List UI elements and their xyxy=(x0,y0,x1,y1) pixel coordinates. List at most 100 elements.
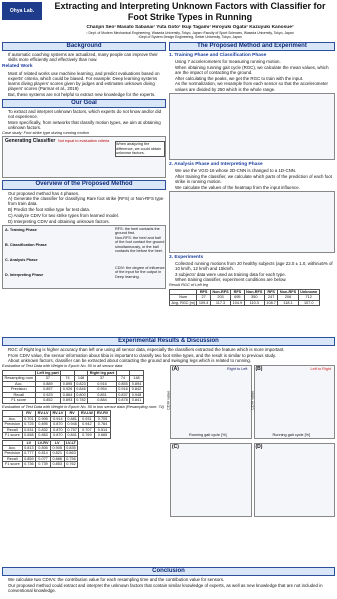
results-body: Evaluation of Test Data with Weight in E… xyxy=(2,364,335,518)
table: Left leg part Right leg part Resampling nu… xyxy=(2,369,144,404)
cell: 0.832 xyxy=(35,426,51,434)
cell: 0.884 xyxy=(87,397,117,404)
bullet-list: We calculate two CDIVs: the contribution… xyxy=(2,577,335,593)
header-cell: LV-LT xyxy=(63,439,79,447)
caption: Result RGC of Left leg xyxy=(169,282,208,288)
cell: 0.905 xyxy=(50,444,65,452)
header-cell: LV-RV xyxy=(35,439,51,447)
cell: 0.658 xyxy=(21,432,37,439)
cell: 0.870 xyxy=(49,432,66,439)
axis-label: Running gait cycle [%] xyxy=(189,432,227,437)
table-header: RV RV-LV RV-LV RV RV-LW RV-RV xyxy=(2,410,111,417)
chart-panel: (C) xyxy=(170,443,252,518)
table-header: LV LV-RV LV LV-LT xyxy=(2,439,79,447)
header-cell: RV-LV xyxy=(49,410,66,417)
affiliation: ¹ Dept. of Modern Mechanical Engineering… xyxy=(86,31,294,35)
charts: (A) CDIV value Running gait cycle [%] Right… xyxy=(166,364,335,518)
phase-label: C. Analysis Phase xyxy=(5,257,38,262)
cell: 0.705 xyxy=(94,415,111,423)
cell: 0.948 xyxy=(129,391,144,399)
cell: Num xyxy=(169,294,198,301)
figure-label: Not equal to evaluation criteria xyxy=(58,139,110,144)
table: RV RV-LV RV-LV RV RV-LW RV-RV Acc. 0.701 0.905 0.… xyxy=(2,410,111,439)
table: LV LV-RV LV LV-LT Acc. 0.813 0.806 0.905 0.835 Pr… xyxy=(2,439,79,468)
header-cell: RV-RV xyxy=(94,410,111,417)
cell: 0.842 xyxy=(129,386,144,393)
cell: 0.870 xyxy=(49,421,66,428)
cell: Recall xyxy=(2,426,23,434)
bullet-list: To extract and interpret unknown factors… xyxy=(2,109,166,130)
bullet: But, these systems are not helpful to ex… xyxy=(8,92,166,97)
cell: 0.800 xyxy=(73,391,89,399)
cell: 0.841 xyxy=(64,432,80,439)
phase-label: A. Training Phase xyxy=(5,227,37,232)
caption: Case study: Foot strike type during runn… xyxy=(2,129,89,135)
cell: 0.077 xyxy=(35,455,51,463)
cell: 0.905 xyxy=(35,415,51,423)
cell: 0.863 xyxy=(63,450,79,457)
cell: F1 score xyxy=(2,397,36,404)
bullet: From CDIV value, the sensor information … xyxy=(8,353,335,358)
cell: 0.893 xyxy=(60,397,75,404)
table-header: RFS Non-RFS RFS Non-RFS RFS Non-RFS Unknown xyxy=(169,288,320,296)
bullet: C) Analyze CDIV for two strike types fro… xyxy=(8,213,166,218)
cell: Resampling num xyxy=(2,375,36,382)
bullet: When training classifier, experiment con… xyxy=(175,277,335,282)
cell: Acc. xyxy=(2,444,23,452)
cell: 0.736 xyxy=(21,461,37,468)
cell: 118.1 xyxy=(277,299,299,307)
axis-label: CDIV value xyxy=(249,390,254,410)
cell: 0.846 xyxy=(73,386,89,393)
results: Experimental Results & DiscussionRGC of … xyxy=(2,335,335,565)
cell: 206 xyxy=(277,294,299,301)
table-row: Recall 0.859 0.077 0.886 0.756 xyxy=(2,455,79,463)
cell: 0.764 xyxy=(94,421,111,428)
cell: 0.870 xyxy=(49,426,66,434)
bullet: Most of related works use machine learni… xyxy=(8,71,166,92)
cell: 0.886 xyxy=(50,455,65,463)
bullet: To extract and interpret unknown factors… xyxy=(8,109,166,119)
cell: 0.878 xyxy=(115,397,131,404)
cell: 0.954 xyxy=(87,386,117,393)
panel-label: (B) xyxy=(255,366,263,373)
bullet-list: Using 7 accelerometers for measuring run… xyxy=(169,59,335,92)
bullet: After calculating the peaks, we get the … xyxy=(175,76,335,81)
cell: 0.916 xyxy=(87,380,117,388)
bullet-list: Most of related works use machine learni… xyxy=(2,71,166,97)
bullet-list: RGC of Right leg is higher accuracy than… xyxy=(2,347,335,364)
cell: 0.894 xyxy=(129,380,144,388)
cell: 104.9 xyxy=(230,299,245,307)
cell: 0.756 xyxy=(63,455,79,463)
cell: 0.946 xyxy=(64,421,80,428)
note: Non-RFS: the heel and ball of the foot c… xyxy=(115,235,165,254)
cell: 0.665 xyxy=(94,432,111,439)
cell: 0.806 xyxy=(35,444,51,452)
section-heading: 1. Training Phase and Classification Pha… xyxy=(169,53,267,59)
cell: 0.837 xyxy=(115,391,131,399)
bullet: We calculate the values of the heatmap f… xyxy=(175,185,335,190)
cell: 0.782 xyxy=(73,397,89,404)
table-row: Acc. 0.889 0.895 0.823 0.916 0.855 0.894 xyxy=(2,380,144,388)
cell: 203 xyxy=(209,294,232,301)
note: CDIV: the degree of influence of the inp… xyxy=(115,265,165,279)
cell: 0.852 xyxy=(34,397,62,404)
bullet: A) Generate the classifier for classifyi… xyxy=(8,196,166,206)
table-row: Precision 0.725 0.895 0.870 0.946 0.942 0.764 xyxy=(2,421,111,428)
cell: F1 score xyxy=(2,432,23,439)
section-heading: 2. Analysis Phase and Interpreting Phase xyxy=(169,161,263,167)
table-row: Precision 0.777 0.814 0.821 0.863 xyxy=(2,450,79,457)
caption: Evaluation of Test Data with Weight in E… xyxy=(2,403,164,409)
header-cell: RV-LV xyxy=(35,410,51,417)
cell: 0.895 xyxy=(35,421,51,428)
cell: 0.725 xyxy=(21,421,37,428)
cell: 350 xyxy=(243,294,265,301)
header-cell: Non-RFS xyxy=(209,288,232,296)
cell: 0.701 xyxy=(21,415,37,423)
cell: 0.853 xyxy=(50,461,65,468)
section-heading: Experimental Results & Discussion xyxy=(2,337,335,347)
figure-label: Generating Classifier xyxy=(5,138,56,145)
cell: Acc. xyxy=(2,415,23,423)
panel-label: (D) xyxy=(255,444,263,451)
cell: 109.4 xyxy=(196,299,211,307)
